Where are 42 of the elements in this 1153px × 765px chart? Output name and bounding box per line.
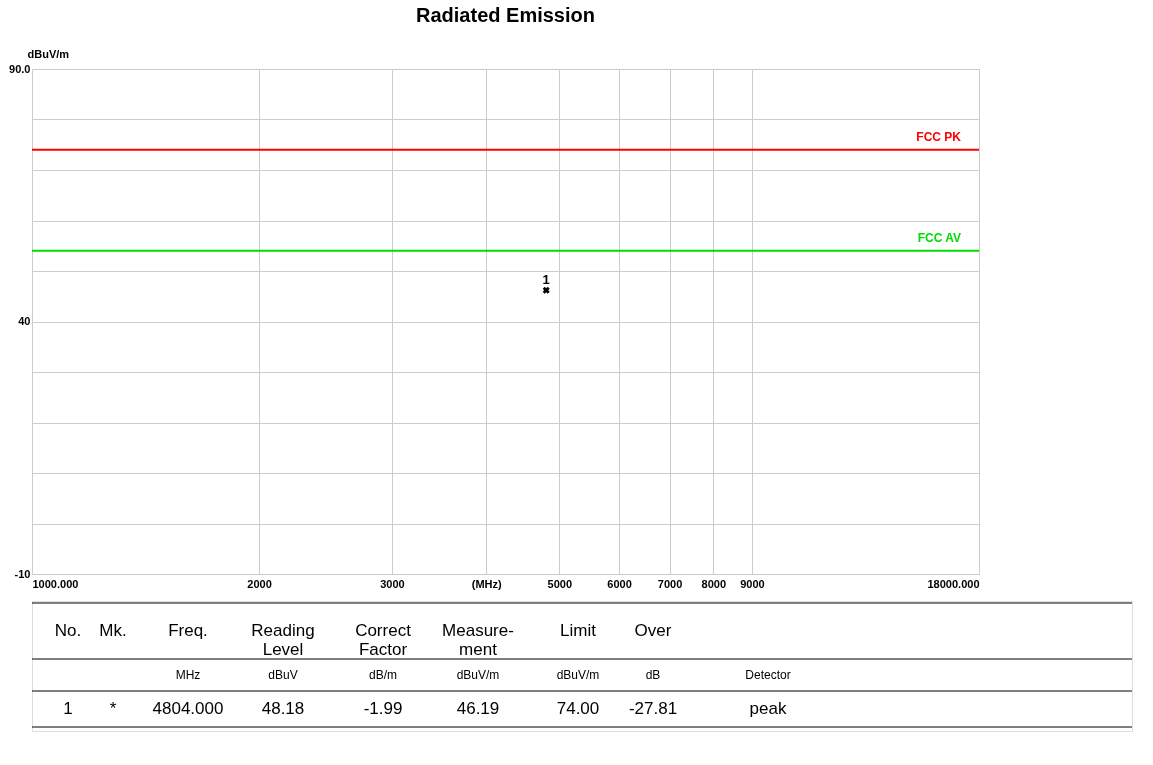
text: 48.18 xyxy=(261,699,305,718)
text: Over xyxy=(634,621,672,640)
text: dB xyxy=(645,668,661,682)
x-tick-label: 3000 xyxy=(380,577,405,590)
x-tick-label: 18000.000 xyxy=(927,577,980,590)
x-tick-label: 7000 xyxy=(657,577,683,590)
chart-title: Radiated Emission xyxy=(416,4,595,26)
x-tick-label: 1000.000 xyxy=(32,577,79,590)
text: Freq. xyxy=(168,621,208,640)
x-tick-label: (MHz) xyxy=(471,577,503,590)
x-tick-label: 8000 xyxy=(701,577,727,590)
y-tick-label: -10 xyxy=(14,567,31,580)
text: dBuV/m xyxy=(456,668,500,682)
text: dBuV xyxy=(268,668,298,682)
y-tick-label: 90.0 xyxy=(9,62,31,75)
text: -1.99 xyxy=(363,699,403,718)
text: 46.19 xyxy=(456,699,500,718)
y-axis-title: dBuV/m xyxy=(27,47,70,60)
x-tick-label: 6000 xyxy=(607,577,632,590)
text: Measure- ment xyxy=(442,621,514,659)
text: Limit xyxy=(560,621,597,640)
text: dB/m xyxy=(368,668,398,682)
x-tick-label: 2000 xyxy=(247,577,272,590)
text: dBuV/m xyxy=(556,668,600,682)
text: * xyxy=(109,699,117,718)
text: No. xyxy=(54,621,82,640)
ref-line-label: FCC PK xyxy=(916,129,962,144)
text: Mk. xyxy=(99,621,127,640)
text: -27.81 xyxy=(628,699,678,718)
ref-line-label: FCC AV xyxy=(917,230,961,245)
text: 74.00 xyxy=(556,699,600,718)
y-tick-label: 40 xyxy=(18,315,31,327)
annotation: 1 xyxy=(542,272,550,288)
text: 1 xyxy=(63,699,73,718)
text: peak xyxy=(749,699,787,718)
text: Correct Factor xyxy=(355,621,412,659)
text: MHz xyxy=(175,668,201,682)
x-tick-label: 5000 xyxy=(547,577,573,590)
text: Detector xyxy=(745,668,791,682)
text: Reading Level xyxy=(251,621,315,659)
text: 4804.000 xyxy=(152,699,224,718)
x-tick-label: 9000 xyxy=(740,577,765,590)
